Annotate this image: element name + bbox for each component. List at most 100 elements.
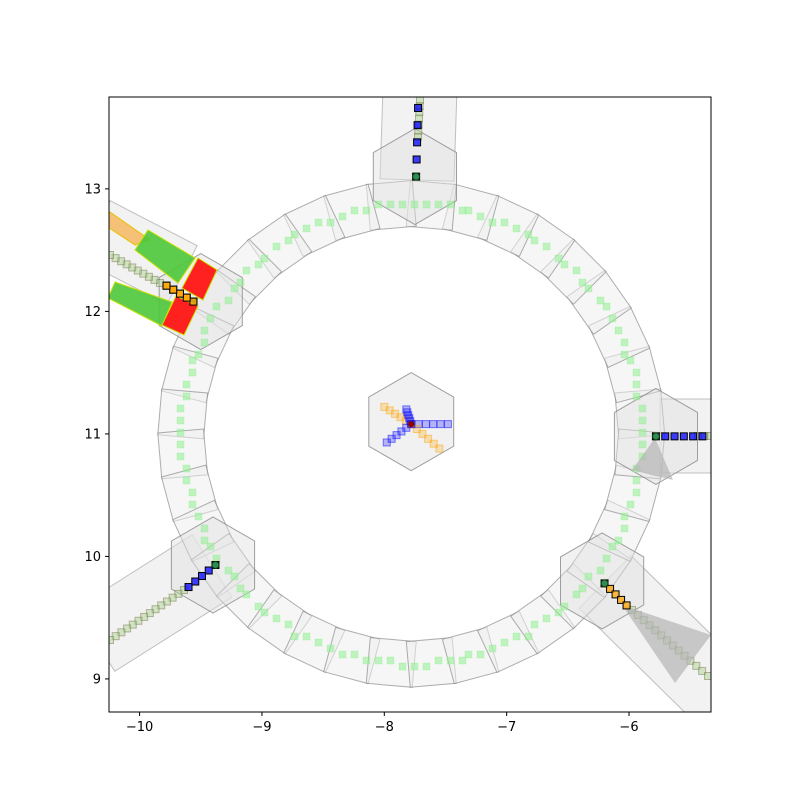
path-cell xyxy=(626,356,635,365)
path-cell xyxy=(302,224,311,233)
path-cell xyxy=(254,260,263,269)
path-cell xyxy=(194,350,203,359)
northwest-trail-cell xyxy=(117,257,126,266)
path-cell xyxy=(572,266,581,275)
x-tick-label: −8 xyxy=(375,720,394,735)
path-cell xyxy=(638,404,647,413)
path-cell xyxy=(614,536,623,545)
spoke-node-east xyxy=(651,432,660,441)
southwest-trail-cell xyxy=(174,589,183,598)
path-cell xyxy=(608,542,617,551)
southwest-trail-cell xyxy=(128,620,137,629)
east-trail-cell xyxy=(707,432,711,440)
spoke-cell-north xyxy=(414,104,423,113)
path-cell xyxy=(578,278,587,287)
southeast-trail-cell xyxy=(692,661,701,670)
path-cell xyxy=(386,656,395,665)
path-cell xyxy=(194,512,203,521)
path-cell xyxy=(638,440,647,449)
path-cell xyxy=(500,638,509,647)
path-cell xyxy=(302,632,311,641)
path-cell xyxy=(632,368,641,377)
path-cell xyxy=(554,254,563,263)
path-cell xyxy=(176,428,185,437)
y-axis: 9 10 11 12 13 xyxy=(84,182,109,687)
path-cell xyxy=(272,242,281,251)
path-cell xyxy=(182,380,191,389)
spoke-cell-northwest-top xyxy=(162,281,171,290)
path-cell xyxy=(362,656,371,665)
spoke-cell-east xyxy=(698,432,707,441)
path-cell xyxy=(386,200,395,209)
path-cell xyxy=(350,206,359,215)
highlight-layer xyxy=(109,210,218,336)
x-tick-label: −9 xyxy=(252,720,271,735)
path-cell xyxy=(596,566,605,575)
path-cell xyxy=(254,602,263,611)
spoke-cell-southeast xyxy=(606,584,615,593)
spoke-cell-southeast xyxy=(611,590,620,599)
path-cell xyxy=(422,662,431,671)
path-cell xyxy=(446,200,455,209)
spoke-cell-east xyxy=(670,432,679,441)
path-cell xyxy=(572,590,581,599)
path-cell xyxy=(632,476,641,485)
path-cell xyxy=(500,218,509,227)
path-cell xyxy=(620,512,629,521)
southwest-trail-cell xyxy=(162,597,171,606)
path-cell xyxy=(602,554,611,563)
spoke-cell-southeast xyxy=(617,595,626,604)
southwest-trail-cell xyxy=(117,628,126,637)
x-axis: −10 −9 −8 −7 −6 xyxy=(126,712,639,735)
path-cell xyxy=(176,452,185,461)
southwest-trail-cell xyxy=(140,612,149,621)
southwest-trail-cell xyxy=(123,624,132,633)
path-cell xyxy=(176,440,185,449)
path-cell xyxy=(176,416,185,425)
spoke-cell-southwest xyxy=(204,566,213,575)
hub-arm-cell xyxy=(429,420,438,429)
path-cell xyxy=(584,572,593,581)
path-cell xyxy=(230,572,239,581)
southeast-trail-cell xyxy=(704,672,711,680)
x-tick-label: −6 xyxy=(619,720,638,735)
northwest-trail-cell xyxy=(109,251,114,259)
spoke-node-southeast xyxy=(600,579,609,588)
path-cell xyxy=(458,656,467,665)
path-cell xyxy=(314,218,323,227)
path-cell xyxy=(596,296,605,305)
path-cell xyxy=(632,380,641,389)
path-cell xyxy=(476,212,485,221)
northwest-trail-cell xyxy=(139,269,148,278)
hub-arm-cell xyxy=(424,434,433,443)
northwest-trail-cell xyxy=(133,266,142,275)
path-cell xyxy=(632,392,641,401)
hub-arm-cell xyxy=(435,444,444,453)
path-cell xyxy=(224,566,233,575)
spoke-cell-northwest-top xyxy=(169,285,178,294)
y-tick-label: 12 xyxy=(84,305,101,320)
green-beam-upper xyxy=(134,229,196,284)
path-cell xyxy=(614,326,623,335)
path-cell xyxy=(638,428,647,437)
southwest-trail-cell xyxy=(168,593,177,602)
spoke-cell-southwest xyxy=(191,577,200,586)
path-cell xyxy=(206,542,215,551)
path-cell xyxy=(374,200,383,209)
path-cell xyxy=(200,536,209,545)
spoke-cell-northwest-top xyxy=(189,297,198,306)
path-cell xyxy=(200,326,209,335)
path-cell xyxy=(512,632,521,641)
y-tick-label: 9 xyxy=(93,672,101,687)
plot-frame xyxy=(108,96,712,713)
path-cell xyxy=(290,230,299,239)
southwest-trail-cell xyxy=(134,616,143,625)
path-cell xyxy=(446,656,455,665)
y-tick-label: 11 xyxy=(84,427,101,442)
path-cell xyxy=(206,314,215,323)
path-cell xyxy=(374,656,383,665)
hub-arm-cell xyxy=(404,411,413,420)
northwest-trail-cell xyxy=(128,263,137,272)
path-cell xyxy=(542,614,551,623)
path-cell xyxy=(488,644,497,653)
